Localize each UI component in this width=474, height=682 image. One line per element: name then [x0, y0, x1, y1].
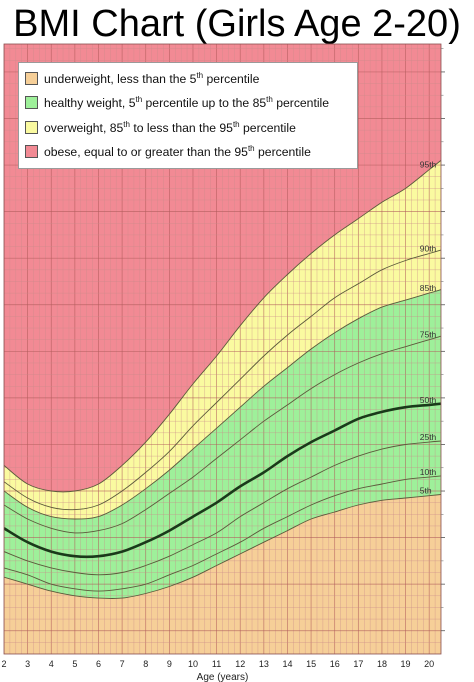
percentile-label-95th: 95th — [420, 160, 437, 170]
x-tick-label: 7 — [120, 659, 125, 669]
x-tick-label: 2 — [1, 659, 6, 669]
legend-swatch-healthy — [25, 96, 38, 110]
x-tick-label: 15 — [306, 659, 316, 669]
x-tick-label: 14 — [282, 659, 292, 669]
x-tick-label: 4 — [49, 659, 54, 669]
percentile-label-10th: 10th — [420, 467, 437, 477]
x-tick-label: 16 — [330, 659, 340, 669]
y-axis-panel — [441, 44, 474, 654]
percentile-label-85th: 85th — [420, 283, 437, 293]
percentile-curve-25th — [4, 440, 441, 576]
x-tick-label: 9 — [167, 659, 172, 669]
x-tick-label: 10 — [188, 659, 198, 669]
legend-swatch-overweight — [25, 120, 38, 134]
x-tick-label: 3 — [25, 659, 30, 669]
percentile-label-50th: 50th — [420, 395, 437, 405]
x-tick-label: 19 — [401, 659, 411, 669]
legend-swatch-underweight — [25, 71, 38, 85]
percentile-curve-50th — [4, 402, 441, 559]
x-tick-label: 18 — [377, 659, 387, 669]
percentile-label-90th: 90th — [420, 244, 437, 254]
legend-label-obese: obese, equal to or greater than the 95th… — [44, 144, 311, 160]
x-tick-label: 12 — [235, 659, 245, 669]
percentile-curve-75th — [4, 335, 441, 534]
x-tick-label: 5 — [72, 659, 77, 669]
percentile-curve-85th — [4, 289, 441, 520]
legend-item-healthy: healthy weight, 5th percentile up to the… — [25, 91, 351, 116]
legend-item-obese: obese, equal to or greater than the 95th… — [25, 140, 351, 165]
percentile-label-5th: 5th — [420, 486, 432, 496]
percentile-label-25th: 25th — [420, 432, 437, 442]
percentile-curve-90th — [4, 249, 441, 511]
legend: underweight, less than the 5th percentil… — [18, 62, 358, 169]
percentile-curve-10th — [4, 475, 441, 592]
legend-item-underweight: underweight, less than the 5th percentil… — [25, 66, 351, 91]
legend-label-overweight: overweight, 85th to less than the 95th p… — [44, 119, 296, 135]
percentile-curve-5th — [4, 494, 441, 600]
legend-label-healthy: healthy weight, 5th percentile up to the… — [44, 95, 330, 111]
x-tick-label: 8 — [143, 659, 148, 669]
x-tick-label: 11 — [212, 659, 221, 669]
legend-swatch-obese — [25, 145, 38, 159]
chart-title: BMI Chart (Girls Age 2-20) — [13, 3, 461, 45]
x-tick-label: 20 — [424, 659, 434, 669]
x-tick-label: 13 — [259, 659, 269, 669]
legend-item-overweight: overweight, 85th to less than the 95th p… — [25, 115, 351, 140]
x-tick-label: 6 — [96, 659, 101, 669]
legend-label-underweight: underweight, less than the 5th percentil… — [44, 70, 260, 86]
plot-frame — [3, 43, 442, 655]
percentile-curve-95th — [4, 160, 441, 493]
x-axis-title: Age (years) — [197, 672, 249, 682]
x-tick-label: 17 — [353, 659, 363, 669]
percentile-label-75th: 75th — [420, 330, 437, 340]
